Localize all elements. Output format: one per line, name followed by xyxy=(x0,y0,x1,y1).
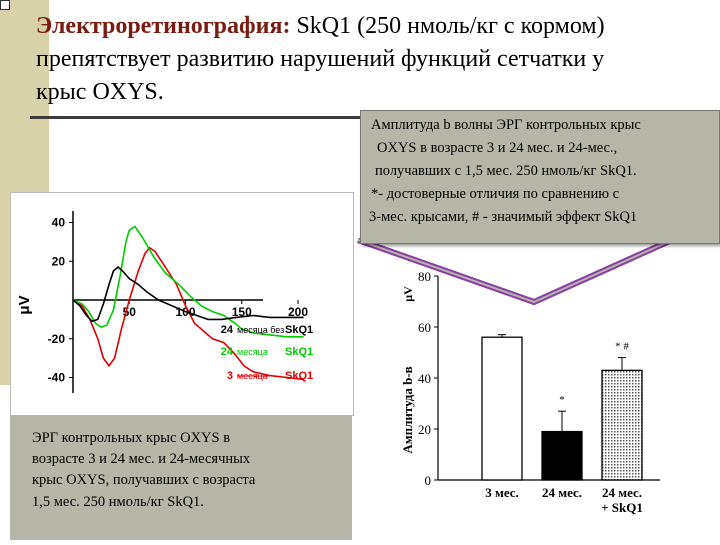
y-tick-label: 20 xyxy=(52,254,66,268)
legend-number: 24 xyxy=(221,324,234,336)
legend-suffix: SkQ1 xyxy=(285,324,313,336)
caption-line: ЭРГ контрольных крыс OXYS в xyxy=(32,430,231,446)
bar-category-label: 24 мес. xyxy=(542,485,582,500)
callout-arrow xyxy=(357,238,674,306)
bar-y-tick-label: 20 xyxy=(418,422,431,437)
y-tick-label: -20 xyxy=(48,332,66,346)
corner-marker xyxy=(0,0,10,10)
caption-line: возрасте 3 и 24 мес. и 24-месячных xyxy=(32,451,251,467)
significance-mark: * # xyxy=(615,341,629,353)
bar-y-axis-label: Амплитуда b-в xyxy=(400,366,415,453)
title-line-3: крыс OXYS. xyxy=(36,79,164,105)
legend-text: месяца без xyxy=(237,325,284,335)
y-axis-label: μV xyxy=(16,295,33,314)
slide-title: Электроретинография: SkQ1 (250 нмоль/кг … xyxy=(36,10,716,109)
caption-line: 1,5 мес. 250 нмоль/кг SkQ1. xyxy=(32,494,204,510)
annotation-line: 3-мес. крысами, # - значимый эффект SkQ1 xyxy=(369,209,638,225)
annotation-line: *- достоверные отличия по сравнению с xyxy=(371,186,620,202)
annotation-line: получавших с 1,5 мес. 250 нмоль/кг SkQ1. xyxy=(375,163,637,179)
bar-y-tick-label: 0 xyxy=(425,473,432,488)
bar-y-tick-label: 40 xyxy=(418,371,431,386)
bar-unit-label: μV xyxy=(401,286,415,302)
bar-chart: 0 20 40 60 80 Амплитуда b-в μV 3 мес. * 24 мес. * … xyxy=(400,269,660,515)
bar xyxy=(601,369,643,481)
title-highlight: Электроретинография: xyxy=(36,13,291,39)
erg-caption-box: ЭРГ контрольных крыс OXYS в возрасте 3 и… xyxy=(10,415,352,540)
erg-series-line-2 xyxy=(72,266,304,323)
significance-mark: * xyxy=(559,394,565,406)
legend-suffix: SkQ1 xyxy=(285,370,313,382)
legend-text: месяца xyxy=(237,347,268,357)
erg-chart-panel: 40 20 -20 -40 50 100 150 200 μV 3 месяца SkQ1 24 меся… xyxy=(10,192,354,416)
caption-line: крыс OXYS, получавших с возраста xyxy=(32,472,256,488)
title-rest: SkQ1 (250 нмоль/кг с кормом) xyxy=(290,13,605,39)
bar-category-label: 3 мес. xyxy=(485,485,519,500)
legend-number: 3 xyxy=(227,370,233,382)
bar-y-tick-label: 80 xyxy=(418,269,431,284)
title-line-2: препятствует развитию нарушений функций … xyxy=(36,46,605,72)
y-tick-label: 40 xyxy=(52,216,66,230)
legend-suffix: SkQ1 xyxy=(285,346,313,358)
erg-series-line-0 xyxy=(72,246,304,381)
x-tick-label: 50 xyxy=(123,305,137,319)
annotation-box: Амплитуда b волны ЭРГ контрольных крыс O… xyxy=(360,110,720,244)
erg-series-line-1 xyxy=(72,225,304,338)
bar-chart-panel: 0 20 40 60 80 Амплитуда b-в μV 3 мес. * 24 мес. * … xyxy=(398,260,680,540)
legend-number: 24 xyxy=(221,346,234,358)
annotation-line: OXYS в возрасте 3 и 24 мес. и 24-мес., xyxy=(377,140,618,156)
y-tick-label: -40 xyxy=(48,371,66,385)
x-tick-label: 200 xyxy=(288,305,308,319)
annotation-line: Амплитуда b волны ЭРГ контрольных крыс xyxy=(371,117,641,133)
bar xyxy=(481,336,523,481)
bar-y-tick-label: 60 xyxy=(418,320,431,335)
bar-category-label: 24 мес. xyxy=(602,485,642,500)
bar-category-label: + SkQ1 xyxy=(601,500,643,515)
bar xyxy=(541,430,583,481)
